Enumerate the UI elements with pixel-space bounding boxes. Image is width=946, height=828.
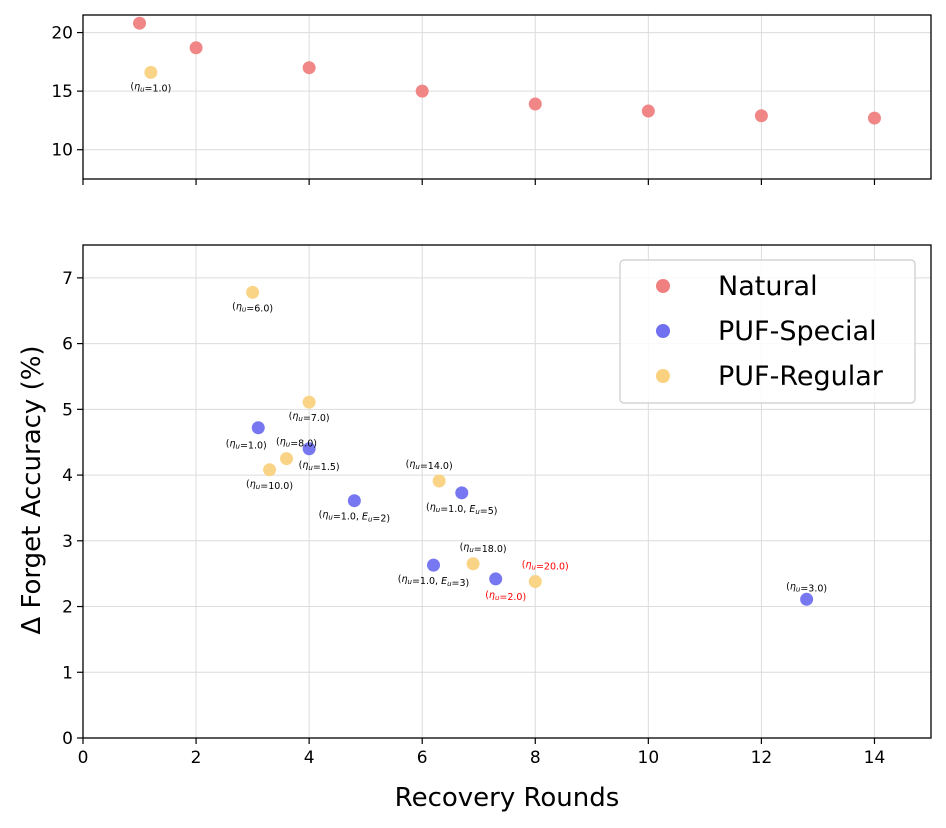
annotation-puf-regular: (ηu=1.0) — [130, 81, 171, 94]
annotation-puf-regular: (ηu=6.0) — [232, 301, 273, 314]
bottom-frame — [82, 244, 932, 739]
x-tick-label: 2 — [191, 748, 202, 768]
top-y-tick-label: 20 — [51, 24, 73, 44]
point-puf-regular — [466, 557, 480, 571]
annotation-puf-regular: (ηu=7.0) — [289, 411, 330, 424]
legend-marker-natural — [656, 279, 670, 293]
x-tick-label: 0 — [78, 748, 89, 768]
legend: Natural PUF-Special PUF-Regular — [619, 259, 916, 404]
annotation-puf-regular: (ηu=20.0) — [522, 560, 569, 573]
x-tick-label: 12 — [751, 748, 773, 768]
point-puf-special — [251, 421, 265, 435]
point-natural — [415, 84, 429, 98]
annotation-puf-special: (ηu=2.0) — [485, 590, 526, 603]
x-tick-label: 8 — [530, 748, 541, 768]
bottom-y-tick-label: 2 — [62, 598, 73, 618]
legend-label-puf-regular: PUF-Regular — [718, 361, 884, 392]
point-puf-special — [427, 558, 441, 572]
bottom-y-tick-label: 0 — [62, 729, 73, 749]
point-natural — [754, 109, 768, 123]
x-tick-label: 6 — [417, 748, 428, 768]
annotation-puf-special: (ηu=1.0, Eu=5) — [426, 502, 497, 517]
point-puf-regular — [528, 575, 542, 589]
point-puf-special — [347, 494, 361, 508]
annotation-puf-special: (ηu=1.0) — [226, 439, 267, 452]
legend-label-puf-special: PUF-Special — [718, 316, 877, 347]
annotation-puf-regular: (ηu=10.0) — [246, 479, 293, 492]
point-natural — [189, 41, 203, 55]
top-panel: 10 15 20 (ηu=1.0) — [51, 14, 932, 185]
point-puf-regular — [302, 395, 316, 409]
annotation-puf-regular: (ηu=14.0) — [406, 459, 453, 472]
point-puf-regular — [263, 463, 277, 477]
point-puf-special — [455, 486, 469, 500]
point-puf-regular — [280, 452, 294, 466]
top-y-tick-label: 10 — [51, 141, 73, 161]
legend-label-natural: Natural — [718, 271, 818, 302]
point-puf-special — [800, 592, 814, 606]
annotation-puf-special: (ηu=1.0, Eu=2) — [319, 510, 390, 525]
bottom-y-tick-label: 4 — [62, 466, 73, 486]
x-tick-label: 14 — [864, 748, 886, 768]
annotation-puf-regular: (ηu=8.0) — [276, 437, 317, 450]
point-puf-regular — [144, 65, 158, 79]
point-natural — [302, 61, 316, 75]
bottom-y-tick-label: 7 — [62, 269, 73, 289]
point-natural — [641, 104, 655, 118]
bottom-y-tick-label: 1 — [62, 663, 73, 683]
point-natural — [133, 16, 147, 30]
legend-box — [619, 259, 916, 404]
legend-marker-puf-regular — [656, 369, 670, 383]
top-frame — [82, 14, 932, 180]
legend-marker-puf-special — [656, 324, 670, 338]
y-axis-label: Δ Forget Accuracy (%) — [17, 345, 47, 634]
point-natural — [528, 97, 542, 111]
bottom-y-tick-label: 3 — [62, 532, 73, 552]
point-puf-special — [489, 572, 503, 586]
annotation-puf-special: (ηu=1.5) — [299, 460, 340, 473]
point-natural — [867, 111, 881, 125]
x-tick-label: 4 — [304, 748, 315, 768]
point-puf-regular — [432, 474, 446, 488]
annotation-puf-regular: (ηu=18.0) — [460, 542, 507, 555]
point-puf-regular — [246, 285, 260, 299]
point-puf-special — [302, 442, 316, 456]
top-y-tick-label: 15 — [51, 82, 73, 102]
bottom-y-tick-label: 6 — [62, 335, 73, 355]
bottom-y-tick-label: 5 — [62, 400, 73, 420]
x-tick-label: 10 — [638, 748, 660, 768]
annotation-puf-special: (ηu=3.0) — [786, 581, 827, 594]
annotation-puf-special: (ηu=1.0, Eu=3) — [398, 574, 469, 589]
x-axis-label: Recovery Rounds — [395, 783, 620, 813]
